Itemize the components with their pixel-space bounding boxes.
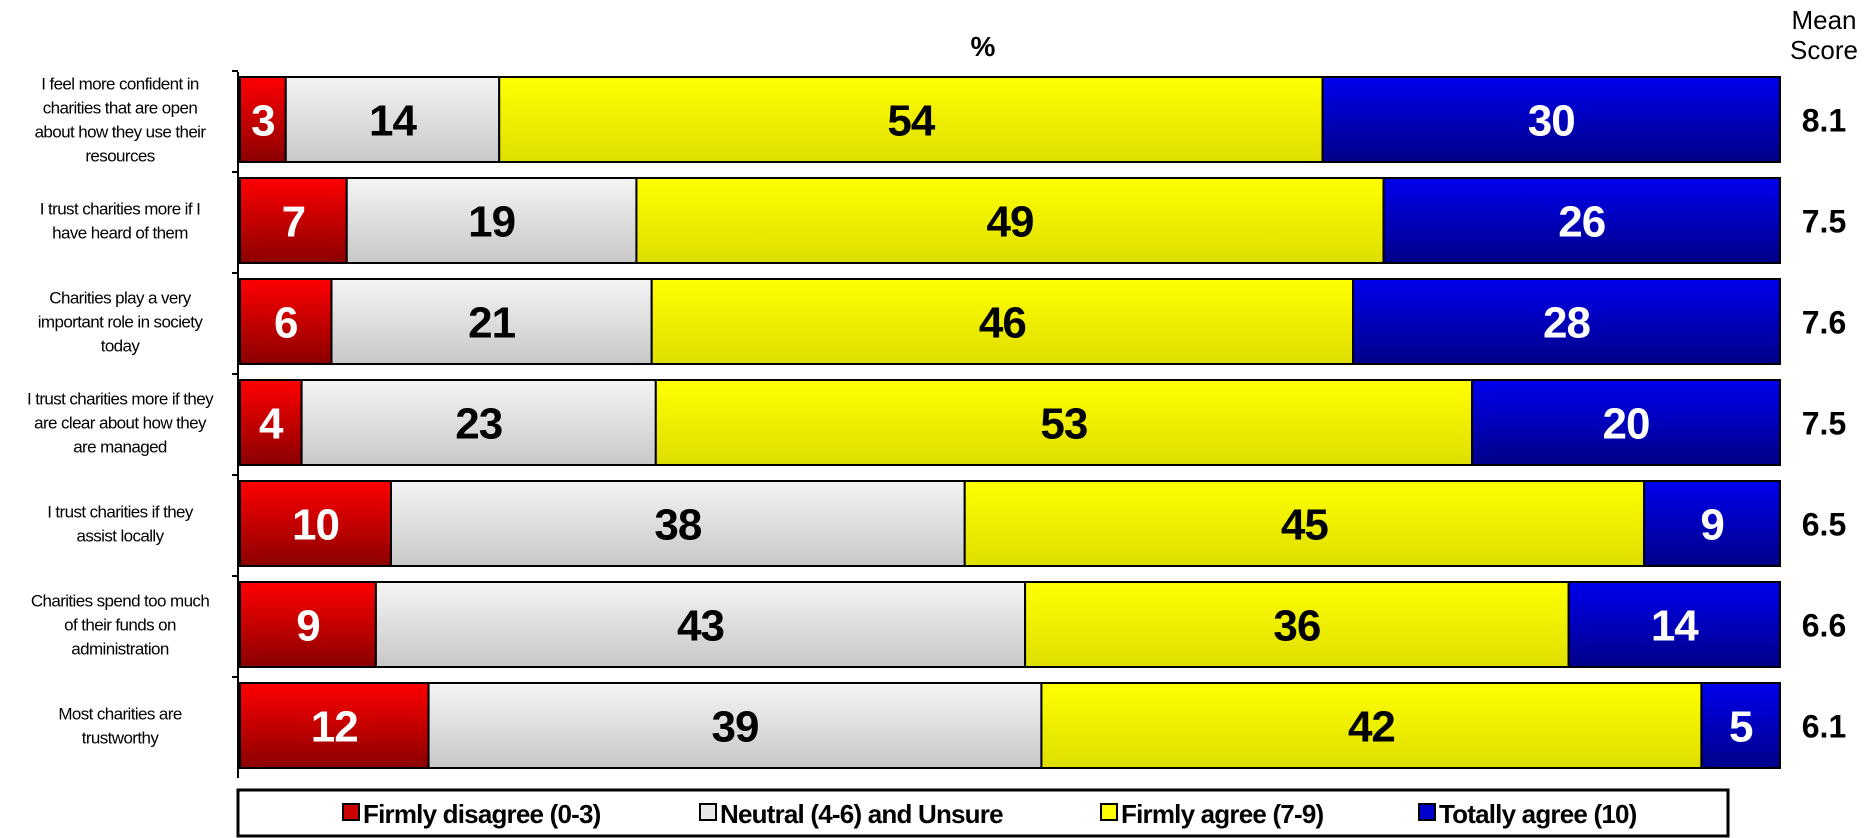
data-label: 45 <box>1281 501 1328 550</box>
legend-swatch-firmly-agree <box>1100 803 1118 821</box>
data-label: 6 <box>274 299 297 348</box>
bar-segment-totally-agree <box>1382 177 1781 264</box>
bar-segment-firmly-disagree <box>239 581 377 668</box>
bar-segment-firmly-disagree <box>239 682 430 769</box>
mean-score-value: 6.5 <box>1802 507 1846 543</box>
bar-segment-firmly-agree <box>650 278 1355 365</box>
bar-segment-firmly-disagree <box>239 480 392 567</box>
bar-segment-neutral <box>374 581 1027 668</box>
bar-segment-neutral <box>427 682 1043 769</box>
data-label: 14 <box>369 97 417 146</box>
bar-segment-totally-agree <box>1700 682 1782 769</box>
data-label: 23 <box>455 400 502 449</box>
data-label: 3 <box>251 97 274 146</box>
mean-score-value: 7.5 <box>1802 204 1846 240</box>
category-label: I trust charities more if they are clear … <box>27 390 214 457</box>
bar-segment-neutral <box>330 278 653 365</box>
bar-segment-neutral <box>345 177 638 264</box>
data-label: 39 <box>712 703 759 752</box>
data-label: 38 <box>654 501 701 550</box>
mean-score-header: Mean <box>1791 5 1856 35</box>
data-label: 49 <box>987 198 1034 247</box>
legend-label-firmly-disagree: Firmly disagree (0-3) <box>363 799 601 829</box>
data-label: 43 <box>677 602 724 651</box>
data-label: 9 <box>1700 501 1723 550</box>
data-label: 14 <box>1651 602 1699 651</box>
data-label: 36 <box>1273 602 1320 651</box>
category-label: I trust charities if they assist locally <box>47 503 194 546</box>
data-label: 7 <box>282 198 305 247</box>
mean-score-value: 6.1 <box>1802 709 1846 745</box>
bar-segment-totally-agree <box>1567 581 1781 668</box>
bar-segment-firmly-disagree <box>239 278 333 365</box>
legend-label-totally-agree: Totally agree (10) <box>1439 799 1637 829</box>
bar-segment-totally-agree <box>1321 76 1781 163</box>
data-label: 30 <box>1528 97 1575 146</box>
bar-segment-totally-agree <box>1471 379 1781 466</box>
bar-segment-firmly-agree <box>635 177 1385 264</box>
bar-segment-firmly-agree <box>1024 581 1570 668</box>
category-label: I feel more confident in charities that a… <box>35 75 207 166</box>
data-label: 19 <box>468 198 515 247</box>
data-label: 9 <box>296 602 319 651</box>
data-label: 4 <box>259 400 284 449</box>
legend-label-neutral: Neutral (4-6) and Unsure <box>720 799 1003 829</box>
data-label: 20 <box>1603 400 1650 449</box>
mean-score-value: 8.1 <box>1802 103 1846 139</box>
category-label: Most charities are trustworthy <box>58 705 182 748</box>
bar-segment-totally-agree <box>1352 278 1782 365</box>
legend-swatch-firmly-disagree <box>342 803 360 821</box>
bar-segment-firmly-disagree <box>239 177 348 264</box>
data-label: 21 <box>468 299 515 348</box>
bar-segment-firmly-agree <box>654 379 1473 466</box>
data-label: 12 <box>311 703 358 752</box>
unit-label: % <box>971 31 996 62</box>
bar-segment-firmly-agree <box>498 76 1324 163</box>
data-label: 42 <box>1348 703 1395 752</box>
mean-score-value: 7.6 <box>1802 305 1846 341</box>
bar-segment-neutral <box>389 480 966 567</box>
bar-segment-firmly-agree <box>1040 682 1703 769</box>
data-label: 5 <box>1729 703 1753 752</box>
legend-label-firmly-agree: Firmly agree (7-9) <box>1121 799 1323 829</box>
category-label: Charities play a very important role in s… <box>38 289 204 356</box>
legend-box <box>236 788 1730 838</box>
mean-score-value: 6.6 <box>1802 608 1846 644</box>
data-label: 10 <box>292 501 339 550</box>
data-label: 54 <box>887 97 935 146</box>
legend-swatch-totally-agree <box>1418 803 1436 821</box>
bar-segment-neutral <box>284 76 501 163</box>
legend-swatch-neutral <box>699 803 717 821</box>
data-label: 28 <box>1543 299 1590 348</box>
bar-segment-totally-agree <box>1643 480 1782 567</box>
bar-segment-firmly-disagree <box>239 379 303 466</box>
data-label: 53 <box>1040 400 1087 449</box>
category-label: Charities spend too much of their funds o… <box>31 592 210 659</box>
data-label: 26 <box>1558 198 1605 247</box>
mean-score-value: 7.5 <box>1802 406 1846 442</box>
mean-score-header: Score <box>1790 35 1858 65</box>
data-label: 46 <box>979 299 1026 348</box>
